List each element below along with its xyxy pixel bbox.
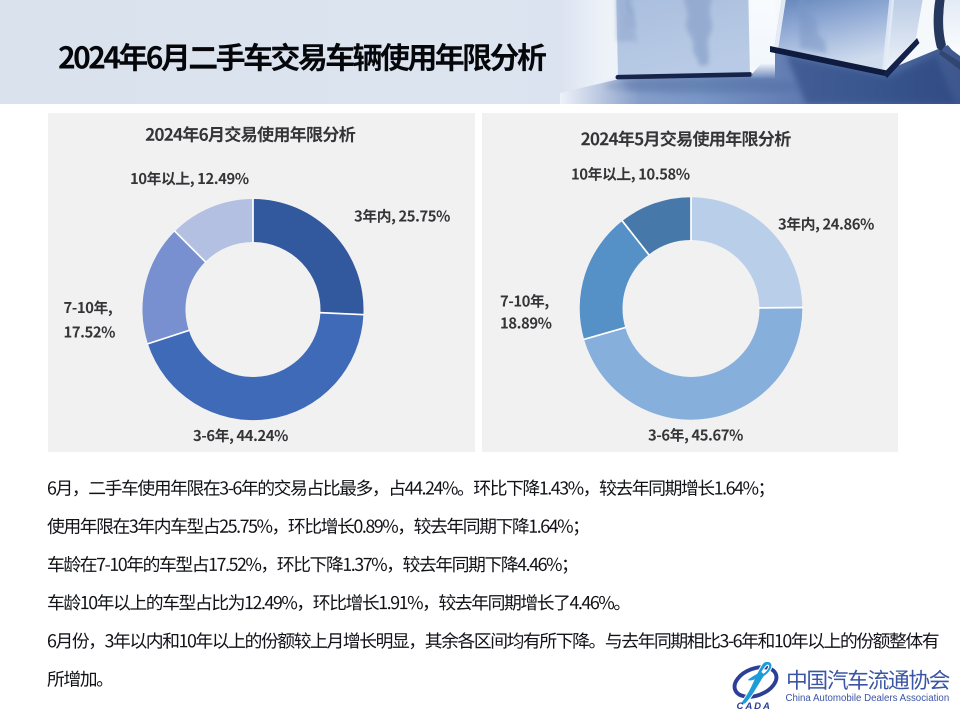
svg-text:CADA: CADA [737, 701, 772, 712]
